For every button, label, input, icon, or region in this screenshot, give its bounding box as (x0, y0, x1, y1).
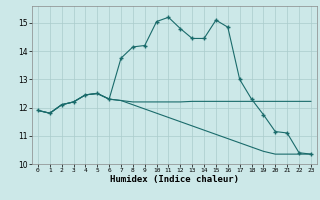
X-axis label: Humidex (Indice chaleur): Humidex (Indice chaleur) (110, 175, 239, 184)
